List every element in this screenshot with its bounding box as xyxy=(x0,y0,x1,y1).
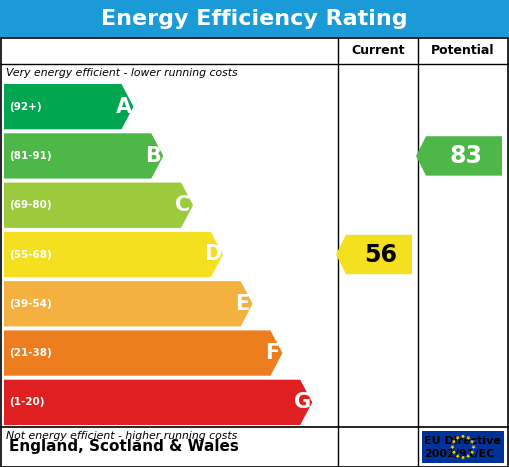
Text: 83: 83 xyxy=(449,144,483,168)
Text: D: D xyxy=(204,245,221,264)
Polygon shape xyxy=(4,380,312,425)
Text: Current: Current xyxy=(351,44,405,57)
Polygon shape xyxy=(450,445,455,449)
Text: (1-20): (1-20) xyxy=(9,397,44,407)
Text: (55-68): (55-68) xyxy=(9,249,52,260)
Polygon shape xyxy=(4,331,282,376)
Polygon shape xyxy=(461,456,465,460)
Bar xyxy=(0,0,509,38)
Polygon shape xyxy=(470,440,474,444)
Polygon shape xyxy=(4,232,223,277)
Text: (92+): (92+) xyxy=(9,102,42,112)
Text: (69-80): (69-80) xyxy=(9,200,51,210)
Text: Not energy efficient - higher running costs: Not energy efficient - higher running co… xyxy=(6,431,237,441)
Polygon shape xyxy=(456,436,460,440)
Text: (81-91): (81-91) xyxy=(9,151,51,161)
Polygon shape xyxy=(471,445,476,449)
Polygon shape xyxy=(416,136,502,176)
Text: A: A xyxy=(116,97,131,117)
Text: 56: 56 xyxy=(364,242,398,267)
Text: Very energy efficient - lower running costs: Very energy efficient - lower running co… xyxy=(6,68,238,78)
Polygon shape xyxy=(336,235,412,274)
Polygon shape xyxy=(4,84,133,129)
Polygon shape xyxy=(451,450,456,454)
Polygon shape xyxy=(4,133,163,178)
Polygon shape xyxy=(4,183,193,228)
Text: B: B xyxy=(146,146,161,166)
Polygon shape xyxy=(466,436,470,440)
Text: EU Directive: EU Directive xyxy=(424,436,501,446)
Text: C: C xyxy=(176,195,191,215)
Text: England, Scotland & Wales: England, Scotland & Wales xyxy=(9,439,239,454)
Polygon shape xyxy=(4,281,252,326)
Polygon shape xyxy=(456,454,460,459)
Text: 2002/91/EC: 2002/91/EC xyxy=(424,449,494,459)
Text: Energy Efficiency Rating: Energy Efficiency Rating xyxy=(101,9,408,29)
Polygon shape xyxy=(466,454,470,459)
Text: Potential: Potential xyxy=(431,44,495,57)
Text: G: G xyxy=(294,392,311,412)
Text: E: E xyxy=(236,294,250,314)
Text: (21-38): (21-38) xyxy=(9,348,52,358)
Polygon shape xyxy=(451,440,456,444)
Bar xyxy=(422,431,504,463)
Text: F: F xyxy=(265,343,279,363)
Polygon shape xyxy=(470,450,474,454)
Polygon shape xyxy=(461,435,465,439)
Text: (39-54): (39-54) xyxy=(9,299,52,309)
